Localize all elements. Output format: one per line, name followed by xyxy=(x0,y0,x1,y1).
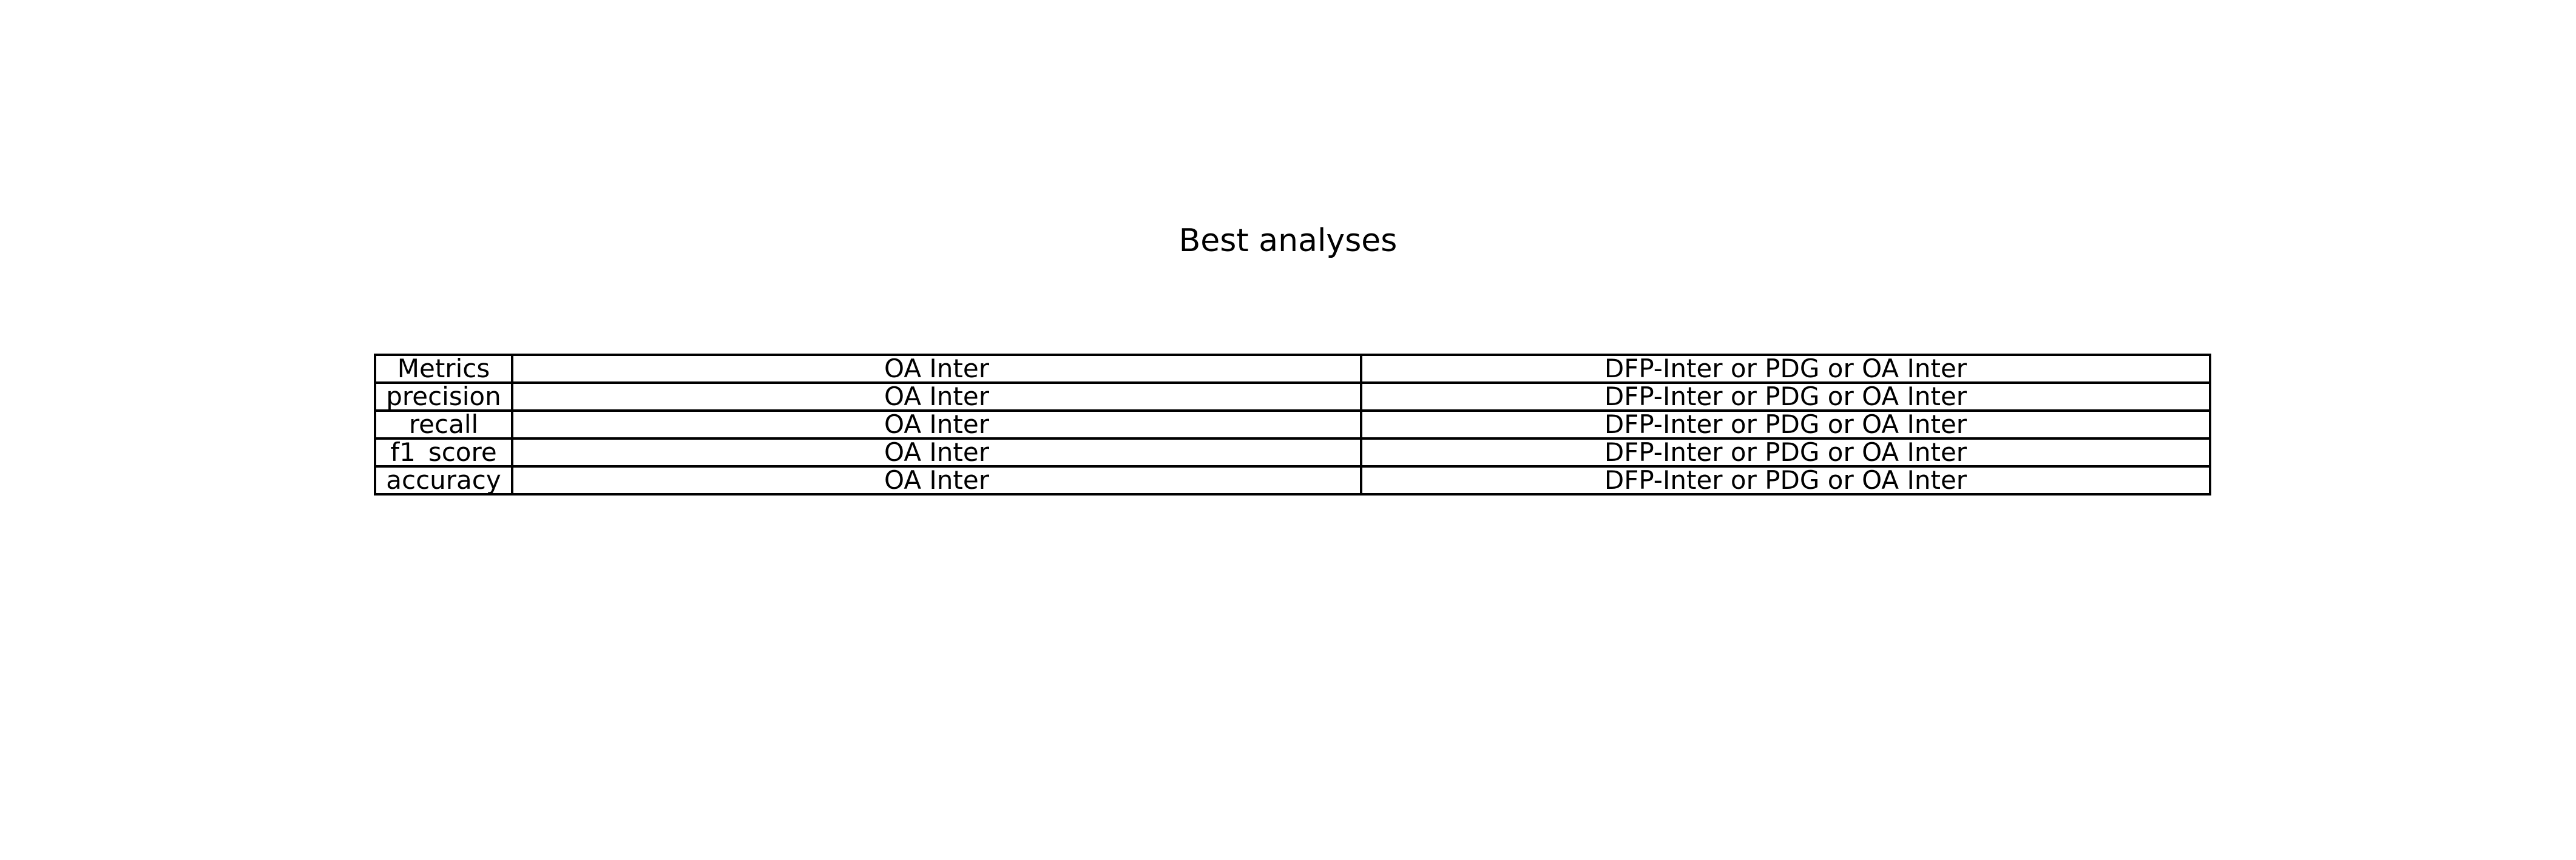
header-cell-metrics: Metrics xyxy=(374,354,513,384)
table-cell: OA Inter xyxy=(511,381,1362,412)
header-cell-analysis-2: DFP-Inter or PDG or OA Inter xyxy=(1360,354,2211,384)
table-cell: DFP-Inter or PDG or OA Inter xyxy=(1360,409,2211,440)
table-cell: DFP-Inter or PDG or OA Inter xyxy=(1360,437,2211,468)
chart-title: Best analyses xyxy=(1178,223,1398,259)
table-cell: OA Inter xyxy=(511,437,1362,468)
table-cell: OA Inter xyxy=(511,409,1362,440)
table-header-row: Metrics OA Inter DFP-Inter or PDG or OA … xyxy=(374,354,2211,384)
header-cell-analysis-1: OA Inter xyxy=(511,354,1362,384)
table-cell: DFP-Inter or PDG or OA Inter xyxy=(1360,381,2211,412)
table-cell: OA Inter xyxy=(511,465,1362,496)
table-row: accuracy OA Inter DFP-Inter or PDG or OA… xyxy=(374,465,2211,496)
metric-name-cell: recall xyxy=(374,409,513,440)
results-table: Metrics OA Inter DFP-Inter or PDG or OA … xyxy=(374,354,2211,496)
table-cell: DFP-Inter or PDG or OA Inter xyxy=(1360,465,2211,496)
table-row: recall OA Inter DFP-Inter or PDG or OA I… xyxy=(374,409,2211,440)
table-row: f1_score OA Inter DFP-Inter or PDG or OA… xyxy=(374,437,2211,468)
table-row: precision OA Inter DFP-Inter or PDG or O… xyxy=(374,381,2211,412)
metric-name-cell: precision xyxy=(374,381,513,412)
metric-name-cell: f1_score xyxy=(374,437,513,468)
metric-name-cell: accuracy xyxy=(374,465,513,496)
